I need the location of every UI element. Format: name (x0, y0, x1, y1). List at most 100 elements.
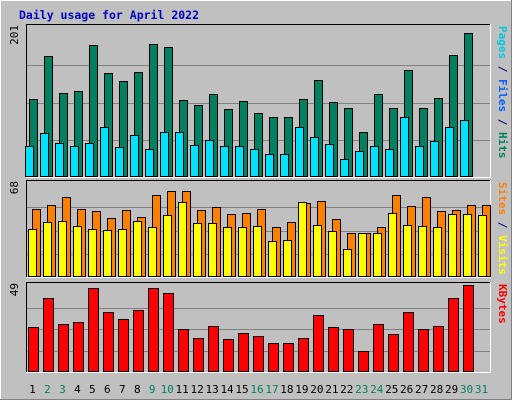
x-tick-label-day-28: 28 (430, 383, 443, 396)
x-tick-label-day-31: 31 (475, 383, 488, 396)
panel-legend: Sites / Visits (496, 182, 509, 275)
bar-visits-day-7 (118, 229, 127, 277)
bar-kbytes-day-22 (343, 329, 354, 372)
bar-kbytes-day-14 (223, 339, 234, 372)
bar-files-day-30 (460, 120, 469, 177)
bar-files-day-22 (340, 159, 349, 177)
x-tick-label-day-22: 22 (340, 383, 353, 396)
bar-files-day-11 (175, 132, 184, 177)
bar-files-day-21 (325, 144, 334, 177)
bar-kbytes-day-12 (193, 338, 204, 372)
bar-files-day-12 (190, 145, 199, 177)
x-tick-label-day-10: 10 (161, 383, 174, 396)
bar-kbytes-day-24 (373, 324, 384, 372)
bar-kbytes-day-27 (418, 329, 429, 372)
kbytes-panel: 49 KBytes (8, 282, 509, 373)
bar-kbytes-day-20 (313, 315, 324, 372)
legend-entry: Visits (496, 235, 509, 275)
x-tick-label-day-20: 20 (310, 383, 323, 396)
bar-kbytes-day-11 (178, 329, 189, 372)
bar-visits-day-2 (43, 222, 52, 277)
visits-panel: 68 Sites / Visits (8, 180, 509, 278)
x-tick-label-day-27: 27 (415, 383, 428, 396)
bar-visits-day-24 (373, 233, 382, 277)
bar-visits-day-19 (298, 202, 307, 277)
bar-files-day-5 (85, 143, 94, 177)
bar-visits-day-21 (328, 231, 337, 277)
bar-files-day-18 (280, 154, 289, 177)
bar-files-day-4 (70, 146, 79, 177)
bar-visits-day-12 (193, 223, 202, 277)
bar-visits-day-15 (238, 227, 247, 277)
bar-visits-day-28 (433, 227, 442, 277)
bar-files-day-26 (400, 117, 409, 177)
x-tick-label-day-24: 24 (370, 383, 384, 396)
x-tick-label-day-7: 7 (119, 383, 126, 396)
bar-visits-day-17 (268, 241, 277, 277)
chart-panels: 201 Pages / Files / Hits 68 Sites / Visits 4… (8, 24, 509, 373)
series-visits (28, 202, 487, 277)
panel-legend: Pages / Files / Hits (496, 26, 509, 159)
y-axis-max-label: 68 (8, 181, 21, 194)
legend-entry: Sites (496, 182, 509, 215)
bar-visits-day-13 (208, 223, 217, 277)
x-tick-label-day-19: 19 (295, 383, 308, 396)
x-tick-label-day-25: 25 (385, 383, 398, 396)
legend-entry: / (496, 112, 509, 132)
bar-kbytes-day-17 (268, 343, 279, 372)
bar-visits-day-30 (463, 214, 472, 277)
x-tick-label-day-8: 8 (134, 383, 141, 396)
bar-files-day-7 (115, 147, 124, 177)
bar-visits-day-14 (223, 227, 232, 277)
bar-visits-day-10 (163, 215, 172, 277)
x-tick-label-day-18: 18 (280, 383, 293, 396)
x-tick-label-day-6: 6 (104, 383, 111, 396)
bar-kbytes-day-10 (163, 293, 174, 372)
x-axis-labels: 1 2 3 4 5 6 7 8 9 10 11 12 13 14 15 16 17 18 19 20 21 22 23 24 2… (29, 383, 488, 396)
bar-visits-day-26 (403, 225, 412, 277)
bar-kbytes-day-30 (463, 285, 474, 372)
bar-files-day-3 (55, 143, 64, 177)
bar-files-day-28 (430, 141, 439, 177)
x-tick-label-day-21: 21 (325, 383, 338, 396)
x-tick-label-day-2: 2 (44, 383, 51, 396)
bar-visits-day-22 (343, 249, 352, 277)
x-tick-label-day-1: 1 (29, 383, 36, 396)
bar-visits-day-6 (103, 230, 112, 277)
bar-files-day-10 (160, 132, 169, 177)
bar-files-day-23 (355, 151, 364, 177)
bar-kbytes-day-15 (238, 333, 249, 372)
legend-entry: Pages (496, 26, 509, 59)
bar-kbytes-day-26 (403, 312, 414, 372)
bar-visits-day-16 (253, 226, 262, 277)
y-axis-max-label: 201 (8, 25, 21, 45)
bar-kbytes-day-5 (88, 288, 99, 372)
bar-visits-day-20 (313, 225, 322, 277)
bar-files-day-19 (295, 127, 304, 177)
bar-kbytes-day-3 (58, 324, 69, 372)
legend-entry: / (496, 59, 509, 79)
bar-kbytes-day-28 (433, 326, 444, 372)
series-kbytes (28, 285, 474, 372)
bar-visits-day-18 (283, 240, 292, 277)
bar-kbytes-day-8 (133, 310, 144, 372)
x-tick-label-day-23: 23 (355, 383, 368, 396)
x-tick-label-day-5: 5 (89, 383, 96, 396)
bar-kbytes-day-16 (253, 336, 264, 372)
bar-kbytes-day-1 (28, 327, 39, 372)
series-files (25, 117, 469, 177)
bar-kbytes-day-2 (43, 298, 54, 372)
bar-files-day-2 (40, 133, 49, 177)
hits-panel: 201 Pages / Files / Hits (8, 24, 509, 178)
bar-kbytes-day-21 (328, 327, 339, 372)
bar-visits-day-9 (148, 227, 157, 277)
bar-files-day-9 (145, 149, 154, 177)
x-tick-label-day-16: 16 (250, 383, 263, 396)
x-tick-label-day-12: 12 (191, 383, 204, 396)
bar-kbytes-day-23 (358, 351, 369, 372)
x-tick-label-day-29: 29 (445, 383, 458, 396)
x-tick-label-day-17: 17 (265, 383, 278, 396)
bar-kbytes-day-29 (448, 298, 459, 372)
bar-kbytes-day-7 (118, 319, 129, 372)
bar-files-day-13 (205, 140, 214, 177)
